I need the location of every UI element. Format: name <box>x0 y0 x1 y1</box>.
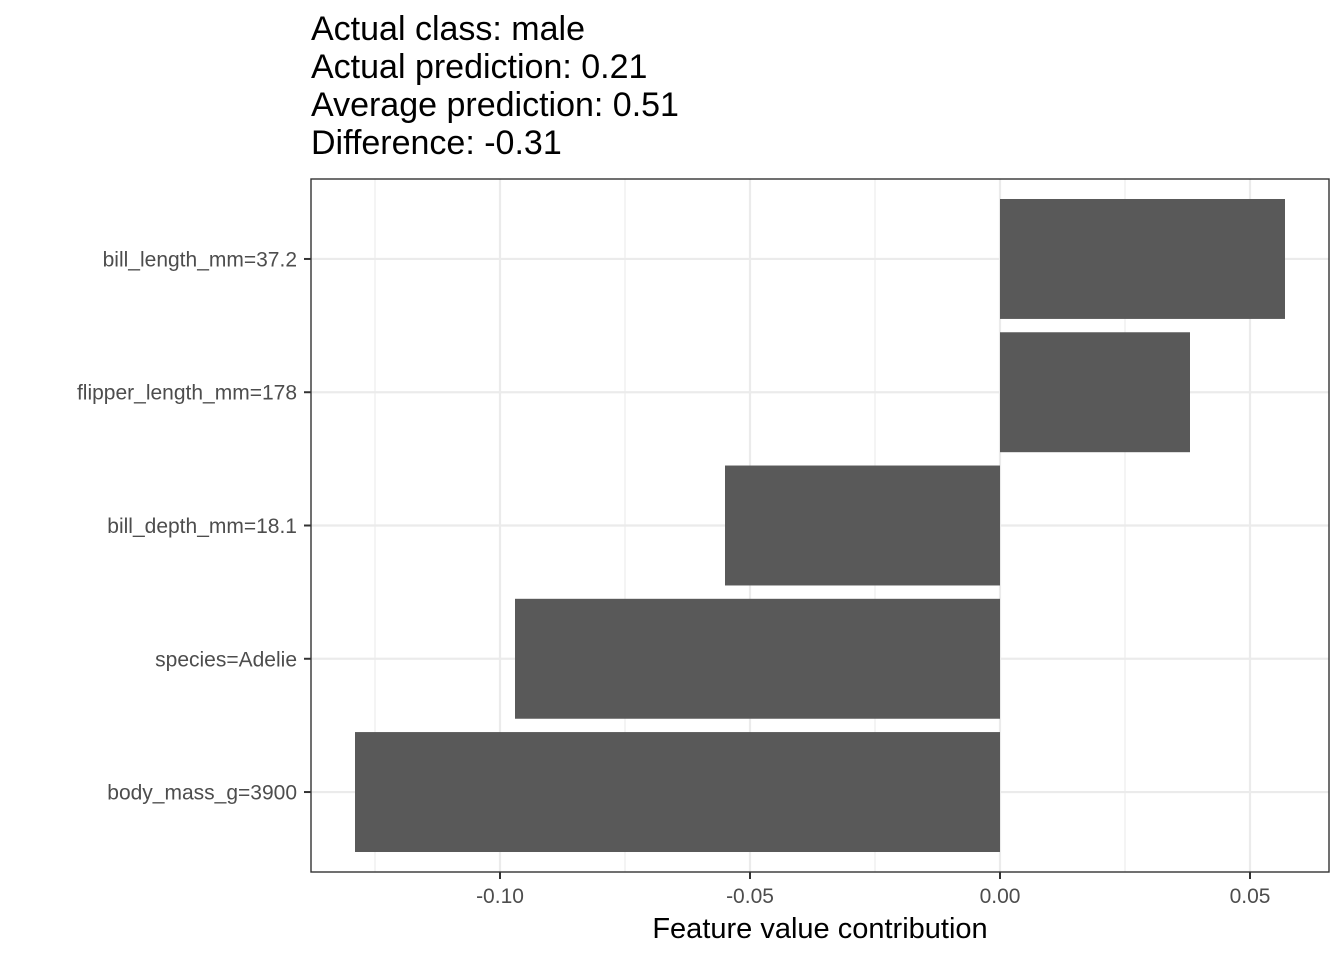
y-axis: bill_length_mm=37.2 flipper_length_mm=178… <box>77 248 311 805</box>
title-line-actual-class: Actual class: male <box>311 10 585 48</box>
bar-bill-depth-mm <box>725 465 1000 586</box>
x-tick-label: 0.00 <box>980 885 1021 908</box>
x-tick-label: -0.05 <box>726 885 774 908</box>
chart-title: Actual class: male Actual prediction: 0.… <box>311 10 679 162</box>
y-tick-label: bill_depth_mm=18.1 <box>107 515 297 538</box>
y-tick-label: species=Adelie <box>155 648 297 671</box>
x-tick-label: 0.05 <box>1230 885 1271 908</box>
x-tick-label: -0.10 <box>476 885 524 908</box>
bars <box>355 198 1285 853</box>
y-tick-label: body_mass_g=3900 <box>107 782 297 805</box>
y-tick-label: bill_length_mm=37.2 <box>103 248 297 271</box>
title-line-average-prediction: Average prediction: 0.51 <box>311 86 679 124</box>
bar-species <box>515 598 1000 719</box>
bar-flipper-length-mm <box>1000 332 1190 453</box>
bar-bill-length-mm <box>1000 198 1285 319</box>
title-line-actual-prediction: Actual prediction: 0.21 <box>311 48 647 86</box>
title-line-difference: Difference: -0.31 <box>311 124 562 162</box>
bar-body-mass-g <box>355 732 1000 853</box>
y-tick-label: flipper_length_mm=178 <box>77 382 297 405</box>
x-axis-title: Feature value contribution <box>652 913 987 945</box>
x-axis: -0.10 -0.05 0.00 0.05 <box>476 872 1270 908</box>
